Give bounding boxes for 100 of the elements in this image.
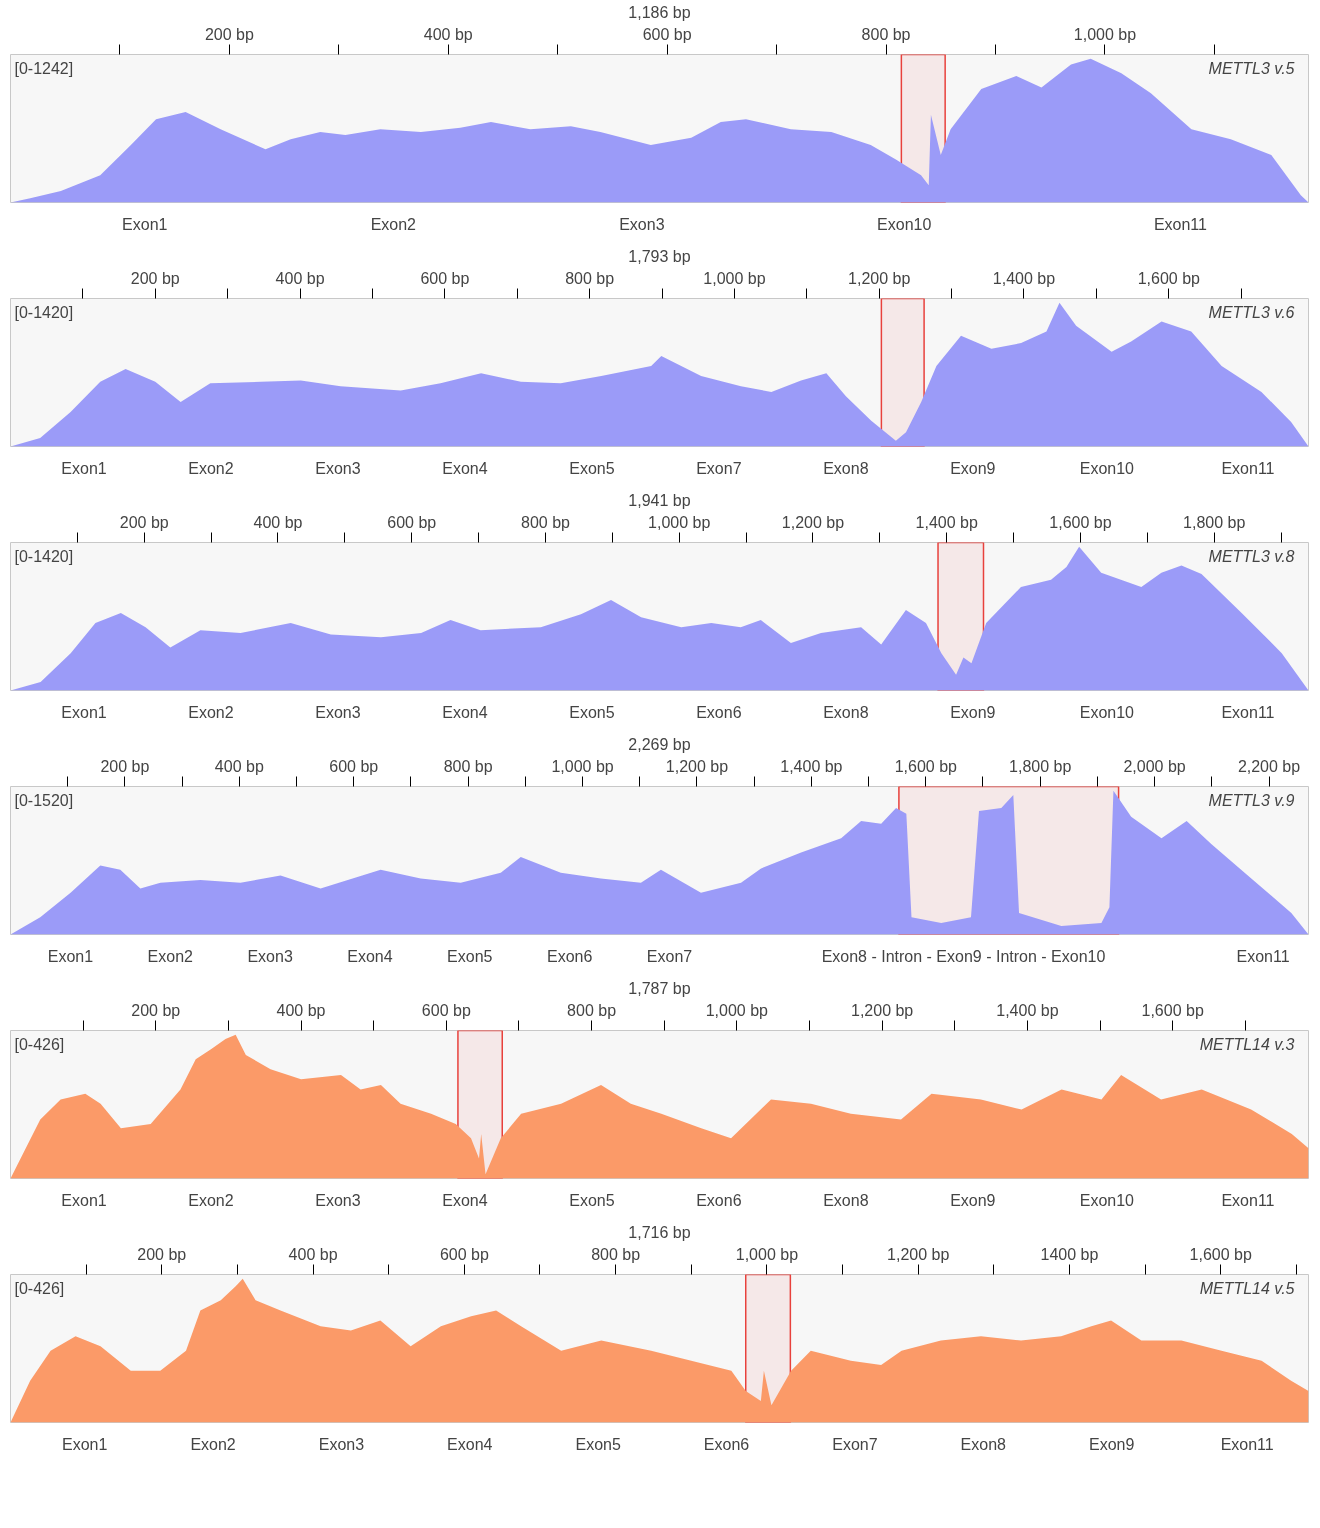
chart-subtitle: [0-1242] xyxy=(14,59,74,77)
text: Exon5 xyxy=(569,704,615,721)
text: Exon1 xyxy=(47,948,94,965)
chart-subtitle: [0-1520] xyxy=(14,791,74,809)
text: Exon9 xyxy=(950,1192,996,1209)
x-tick-label: 800 bp xyxy=(591,1245,641,1263)
x-axis-title: 1,716 bp xyxy=(628,1223,691,1241)
x-tick-label: 600 bp xyxy=(439,1245,489,1263)
x-tick-label: 800 bp xyxy=(521,513,571,531)
x-tick-label: 400 bp xyxy=(423,25,473,43)
text: Exon10 xyxy=(1079,1192,1135,1209)
x-tick-label: 1400 bp xyxy=(1040,1245,1099,1263)
text: Exon9 xyxy=(950,704,996,721)
x-tick-label: 1,200 bp xyxy=(781,513,845,531)
text: Exon1 xyxy=(61,1192,107,1209)
chart-subtitle: [0-1420] xyxy=(14,303,74,321)
x-tick-label: 1,600 bp xyxy=(894,757,958,775)
text: Exon3 xyxy=(315,1192,361,1209)
x-tick-label: 600 bp xyxy=(642,25,692,43)
x-tick-label: 200 bp xyxy=(204,25,254,43)
text: Exon2 xyxy=(370,216,417,233)
x-axis-title: 1,186 bp xyxy=(628,3,691,21)
chart-subtitle: [0-426] xyxy=(14,1279,65,1297)
chart-title: METTL14 v.5 xyxy=(1199,1279,1295,1297)
x-tick-label: 200 bp xyxy=(137,1245,187,1263)
text: Exon11 xyxy=(1221,1192,1275,1209)
x-tick-label: 600 bp xyxy=(420,269,470,287)
text: Exon11 xyxy=(1153,216,1208,233)
text: Exon4 xyxy=(447,1436,493,1453)
x-tick-label: 1,600 bp xyxy=(1141,1001,1204,1019)
text: Exon1 xyxy=(122,216,168,233)
text: Exon3 xyxy=(315,704,361,721)
x-tick-label: 600 bp xyxy=(421,1001,471,1019)
x-tick-label: 1,600 bp xyxy=(1189,1245,1252,1263)
x-tick-label: 800 bp xyxy=(861,25,911,43)
x-tick-label: 200 bp xyxy=(131,1001,181,1019)
chart-subtitle: [0-1420] xyxy=(14,547,74,565)
text: Exon2 xyxy=(190,1436,236,1453)
x-tick-label: 1,400 bp xyxy=(780,757,843,775)
x-tick-label: 600 bp xyxy=(329,757,379,775)
text: Exon8 xyxy=(960,1436,1007,1453)
x-axis-title: 1,793 bp xyxy=(628,247,691,265)
x-tick-label: 1,800 bp xyxy=(1183,513,1246,531)
x-tick-label: 1,200 bp xyxy=(848,269,911,287)
text: Exon1 xyxy=(61,460,107,477)
text: Exon2 xyxy=(188,1192,234,1209)
text: Exon11 xyxy=(1221,704,1275,721)
text: Exon3 xyxy=(247,948,293,965)
x-tick-label: 1,000 bp xyxy=(1073,25,1137,43)
chart-title: METTL3 v.6 xyxy=(1208,303,1295,321)
chart-subtitle: [0-426] xyxy=(14,1035,65,1053)
text: Exon3 xyxy=(619,216,665,233)
x-tick-label: 800 bp xyxy=(567,1001,617,1019)
text: Exon4 xyxy=(442,704,488,721)
text: Exon5 xyxy=(569,1192,615,1209)
text: Exon2 xyxy=(188,460,234,477)
x-tick-label: 400 bp xyxy=(214,757,264,775)
text: Exon6 xyxy=(546,948,593,965)
x-tick-label: 1,400 bp xyxy=(992,269,1056,287)
text: Exon4 xyxy=(442,1192,488,1209)
text: Exon6 xyxy=(696,704,742,721)
text: Exon3 xyxy=(315,460,361,477)
x-tick-label: 200 bp xyxy=(119,513,169,531)
x-tick-label: 1,200 bp xyxy=(850,1001,914,1019)
x-tick-label: 1,600 bp xyxy=(1137,269,1201,287)
x-tick-label: 400 bp xyxy=(275,269,325,287)
chart-title: METTL3 v.9 xyxy=(1208,791,1295,809)
text: Exon11 xyxy=(1221,460,1275,477)
x-tick-label: 1,000 bp xyxy=(735,1245,799,1263)
text: Exon9 xyxy=(1088,1436,1135,1453)
text: Exon4 xyxy=(347,948,393,965)
text: Exon11 xyxy=(1220,1436,1274,1453)
text: Exon5 xyxy=(569,460,615,477)
text: Exon10 xyxy=(1079,460,1135,477)
text: Exon9 xyxy=(950,460,996,477)
x-tick-label: 400 bp xyxy=(288,1245,338,1263)
x-tick-label: 1,200 bp xyxy=(665,757,729,775)
x-tick-label: 600 bp xyxy=(387,513,437,531)
x-tick-label: 1,000 bp xyxy=(551,757,614,775)
text: Exon7 xyxy=(646,948,693,965)
x-tick-label: 200 bp xyxy=(100,757,150,775)
x-axis-title: 1,787 bp xyxy=(628,979,691,997)
chart-title: METTL3 v.5 xyxy=(1208,59,1295,77)
chart-title: METTL3 v.8 xyxy=(1208,547,1295,565)
text: Exon5 xyxy=(575,1436,621,1453)
x-tick-label: 1,400 bp xyxy=(915,513,978,531)
x-axis-title: 1,941 bp xyxy=(628,491,691,509)
x-tick-label: 800 bp xyxy=(443,757,493,775)
text: Exon11 xyxy=(1236,948,1290,965)
x-tick-label: 400 bp xyxy=(253,513,303,531)
text: Exon7 xyxy=(832,1436,878,1453)
x-tick-label: 1,200 bp xyxy=(887,1245,950,1263)
x-tick-label: 1,800 bp xyxy=(1009,757,1072,775)
text: Exon10 xyxy=(1079,704,1135,721)
text: Exon7 xyxy=(696,460,742,477)
text: Exon8 xyxy=(823,460,869,477)
text: Exon8 xyxy=(823,1192,869,1209)
x-tick-label: 400 bp xyxy=(276,1001,326,1019)
x-tick-label: 1,000 bp xyxy=(703,269,766,287)
text: Exon1 xyxy=(61,704,107,721)
